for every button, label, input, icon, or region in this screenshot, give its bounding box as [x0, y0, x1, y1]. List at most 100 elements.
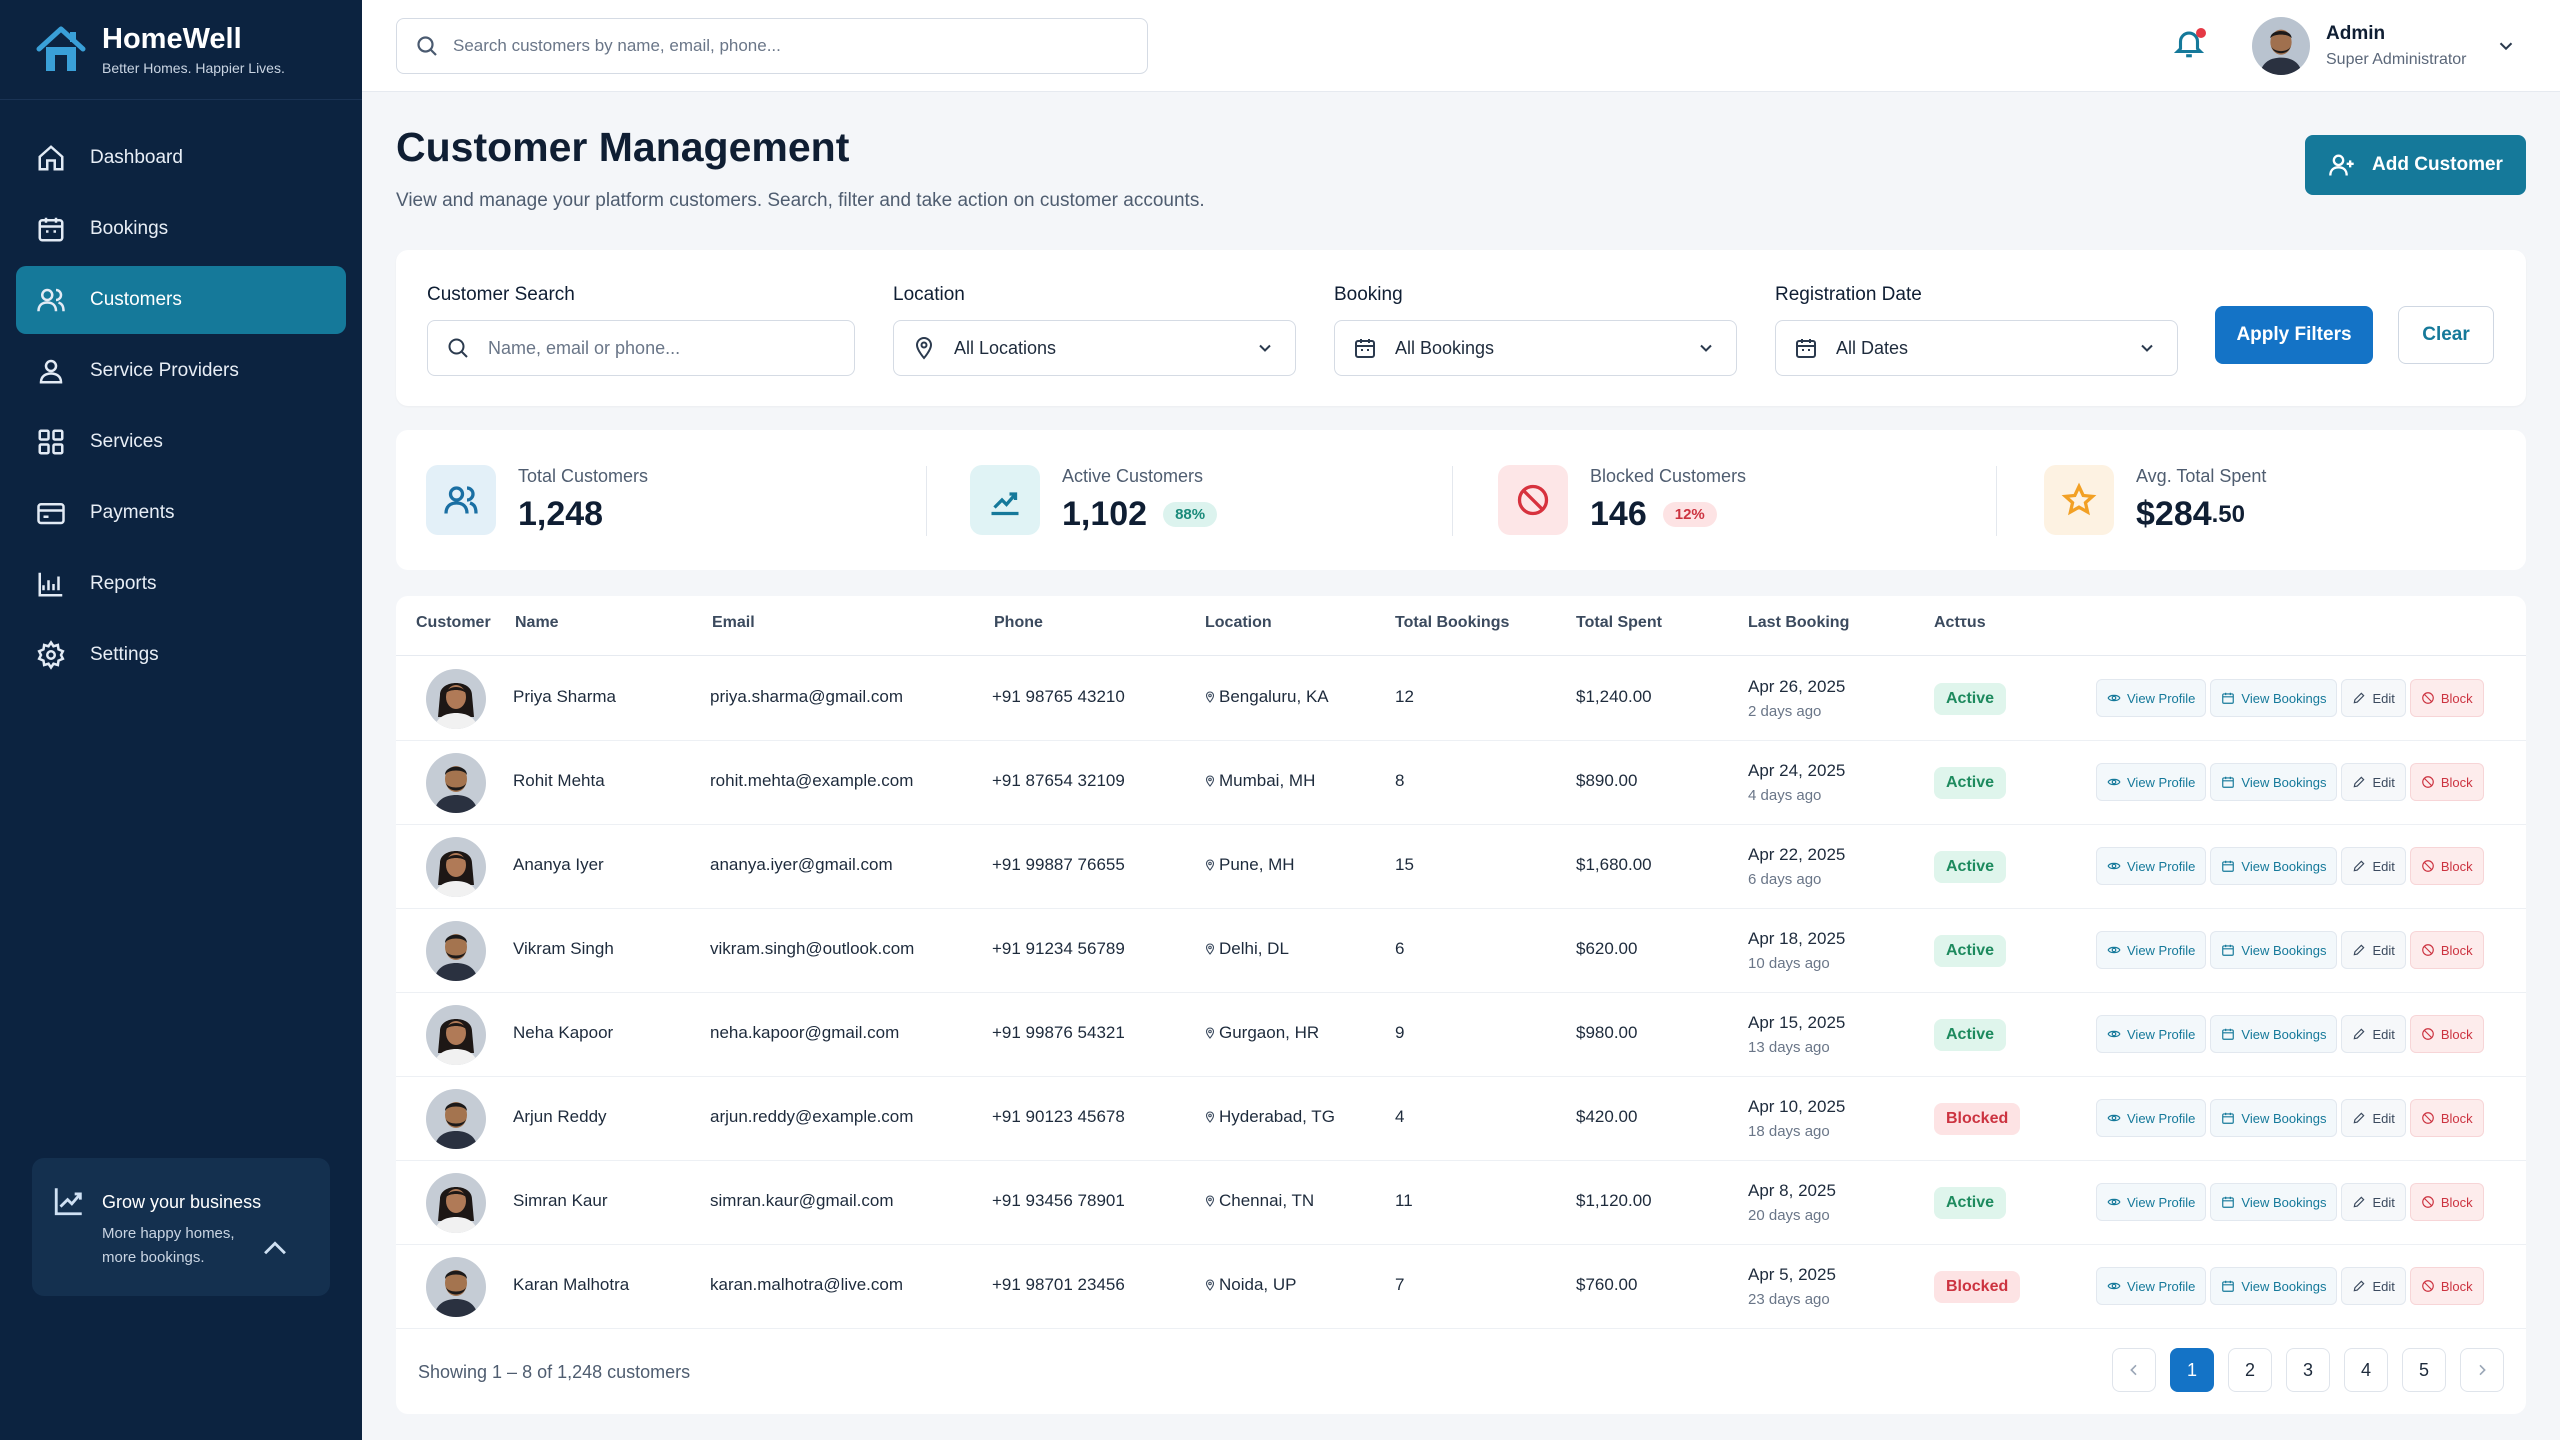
- edit-button[interactable]: Edit: [2341, 847, 2406, 885]
- view-bookings-button[interactable]: View Bookings: [2210, 1015, 2338, 1053]
- chevron-right-icon: [2479, 1364, 2486, 1376]
- sidebar-item-label: Settings: [90, 644, 159, 665]
- view-bookings-button[interactable]: View Bookings: [2210, 931, 2338, 969]
- view-bookings-button[interactable]: View Bookings: [2210, 1183, 2338, 1221]
- customer-search-field[interactable]: [427, 320, 855, 376]
- view-profile-button[interactable]: View Profile: [2096, 931, 2207, 969]
- view-profile-label: View Profile: [2127, 858, 2196, 874]
- view-profile-button[interactable]: View Profile: [2096, 1267, 2207, 1305]
- house-logo-icon: [36, 26, 86, 71]
- sidebar-item-dashboard[interactable]: Dashboard: [16, 124, 346, 192]
- edit-button[interactable]: Edit: [2341, 931, 2406, 969]
- customer-name[interactable]: Ananya Iyer: [513, 855, 604, 874]
- block-button[interactable]: Block: [2409, 1015, 2484, 1053]
- block-button[interactable]: Block: [2409, 931, 2484, 969]
- customer-name[interactable]: Simran Kaur: [513, 1191, 608, 1210]
- status-badge: Active: [1934, 767, 2007, 799]
- search-icon: [417, 36, 437, 56]
- sidebar-item-service-providers[interactable]: Service Providers: [16, 337, 346, 405]
- chevron-down-icon[interactable]: [2495, 35, 2517, 57]
- sidebar-item-label: Reports: [90, 573, 157, 594]
- view-profile-button[interactable]: View Profile: [2096, 763, 2207, 801]
- customer-name[interactable]: Arjun Reddy: [513, 1107, 607, 1126]
- block-button[interactable]: Block: [2409, 1183, 2484, 1221]
- sidebar-item-reports[interactable]: Reports: [16, 550, 346, 618]
- customer-location: Bengaluru, KA: [1204, 687, 1329, 707]
- edit-button[interactable]: Edit: [2341, 679, 2406, 717]
- add-customer-button[interactable]: Add Customer: [2305, 135, 2526, 195]
- sidebar-item-payments[interactable]: Payments: [16, 479, 346, 547]
- table-row: Priya Sharma priya.sharma@gmail.com +91 98…: [396, 657, 2526, 741]
- view-profile-label: View Profile: [2127, 1026, 2196, 1042]
- calendar-icon: [2222, 944, 2235, 956]
- view-profile-button[interactable]: View Profile: [2096, 679, 2207, 717]
- location-select[interactable]: All Locations: [893, 320, 1296, 376]
- page-button-3[interactable]: 3: [2286, 1348, 2330, 1392]
- stat-value: 1,248: [518, 495, 604, 533]
- last-booking-relative: 4 days ago: [1748, 787, 1822, 804]
- view-bookings-button[interactable]: View Bookings: [2210, 679, 2338, 717]
- block-button[interactable]: Block: [2409, 847, 2484, 885]
- status-badge: Active: [1934, 851, 2007, 883]
- eye-icon: [2107, 1030, 2121, 1038]
- location-text: Pune, MH: [1219, 855, 1295, 874]
- block-button[interactable]: Block: [2409, 1267, 2484, 1305]
- view-profile-button[interactable]: View Profile: [2096, 1183, 2207, 1221]
- view-profile-button[interactable]: View Profile: [2096, 1015, 2207, 1053]
- table-header: Customer Name Email Phone Location Total…: [396, 596, 2526, 656]
- customer-name[interactable]: Rohit Mehta: [513, 771, 605, 790]
- edit-label: Edit: [2372, 942, 2395, 958]
- view-bookings-button[interactable]: View Bookings: [2210, 1099, 2338, 1137]
- avatar: [426, 1257, 486, 1317]
- registration-date-select[interactable]: All Dates: [1775, 320, 2178, 376]
- prev-page-button[interactable]: [2112, 1348, 2156, 1392]
- status-badge: Active: [1934, 683, 2007, 715]
- calendar-icon: [2222, 1028, 2235, 1040]
- sidebar-item-label: Service Providers: [90, 360, 239, 381]
- total-bookings: 4: [1395, 1107, 1405, 1126]
- column-header: Last Booking: [1748, 614, 1850, 631]
- page-button-1[interactable]: 1: [2170, 1348, 2214, 1392]
- sidebar-item-services[interactable]: Services: [16, 408, 346, 476]
- notifications-button[interactable]: [2172, 26, 2208, 62]
- edit-button[interactable]: Edit: [2341, 1015, 2406, 1053]
- booking-select[interactable]: All Bookings: [1334, 320, 1737, 376]
- page-button-4[interactable]: 4: [2344, 1348, 2388, 1392]
- eye-icon: [2107, 946, 2121, 954]
- clear-filters-button[interactable]: Clear: [2398, 306, 2494, 364]
- customer-name[interactable]: Vikram Singh: [513, 939, 614, 958]
- sidebar-item-bookings[interactable]: Bookings: [16, 195, 346, 263]
- sidebar-item-customers[interactable]: Customers: [16, 266, 346, 334]
- edit-button[interactable]: Edit: [2341, 1183, 2406, 1221]
- promo-card[interactable]: Grow your business More happy homes, mor…: [32, 1158, 330, 1296]
- customer-email: simran.kaur@gmail.com: [710, 1191, 894, 1210]
- edit-button[interactable]: Edit: [2341, 763, 2406, 801]
- next-page-button[interactable]: [2460, 1348, 2504, 1392]
- customer-name[interactable]: Neha Kapoor: [513, 1023, 614, 1042]
- customer-phone: +91 99876 54321: [992, 1023, 1125, 1042]
- user-menu[interactable]: Admin Super Administrator: [2252, 16, 2517, 76]
- customer-name[interactable]: Karan Malhotra: [513, 1275, 630, 1294]
- sidebar-item-settings[interactable]: Settings: [16, 621, 346, 689]
- global-search[interactable]: [396, 18, 1148, 74]
- block-button[interactable]: Block: [2409, 1099, 2484, 1137]
- block-label: Block: [2440, 942, 2473, 958]
- edit-button[interactable]: Edit: [2341, 1267, 2406, 1305]
- page-button-5[interactable]: 5: [2402, 1348, 2446, 1392]
- brand[interactable]: HomeWell Better Homes. Happier Lives.: [0, 0, 362, 100]
- view-bookings-button[interactable]: View Bookings: [2210, 1267, 2338, 1305]
- view-bookings-button[interactable]: View Bookings: [2210, 763, 2338, 801]
- edit-button[interactable]: Edit: [2341, 1099, 2406, 1137]
- customer-name[interactable]: Priya Sharma: [513, 687, 616, 706]
- block-button[interactable]: Block: [2409, 763, 2484, 801]
- view-profile-button[interactable]: View Profile: [2096, 847, 2207, 885]
- page-button-2[interactable]: 2: [2228, 1348, 2272, 1392]
- global-search-input[interactable]: [453, 36, 1133, 56]
- block-button[interactable]: Block: [2409, 679, 2484, 717]
- view-bookings-button[interactable]: View Bookings: [2210, 847, 2338, 885]
- customer-search-input[interactable]: [488, 337, 828, 359]
- location-pin-icon: [1204, 857, 1216, 871]
- view-profile-button[interactable]: View Profile: [2096, 1099, 2207, 1137]
- chevron-up-icon[interactable]: [258, 1232, 292, 1266]
- apply-filters-button[interactable]: Apply Filters: [2215, 306, 2373, 364]
